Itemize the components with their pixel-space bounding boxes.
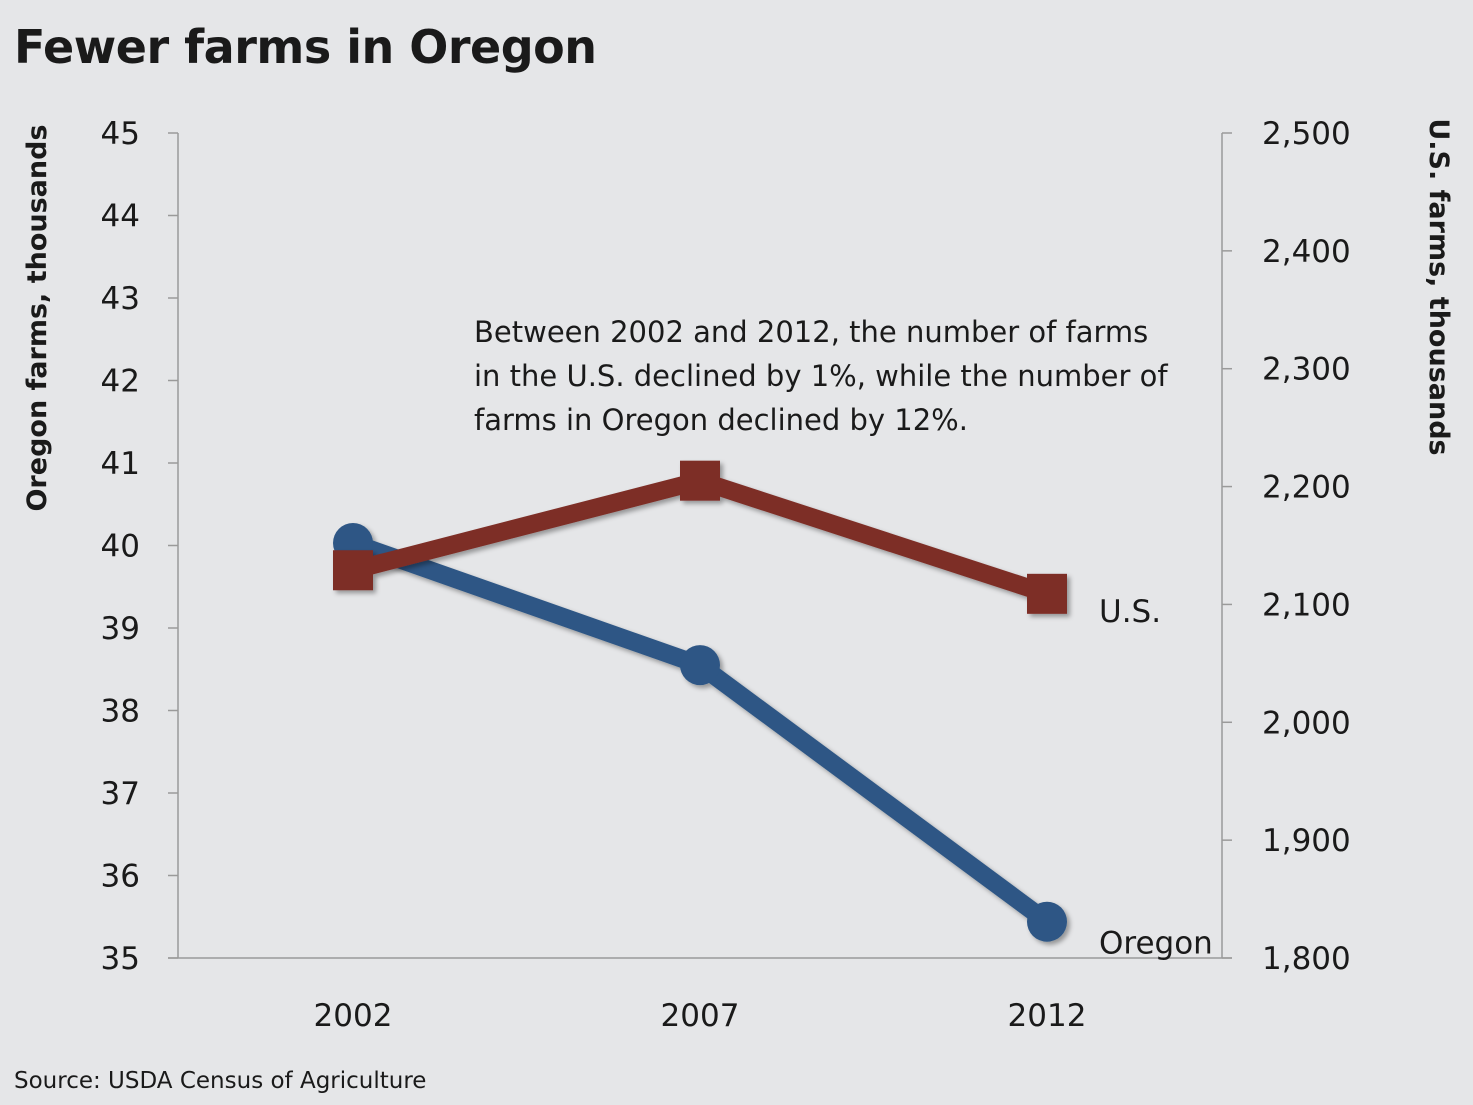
annotation-line: in the U.S. declined by 1%, while the nu…	[474, 359, 1168, 393]
right-axis-label: U.S. farms, thousands	[1423, 118, 1454, 455]
right-tick-label: 1,900	[1262, 823, 1351, 859]
left-tick-label: 38	[101, 694, 140, 730]
series-line	[350, 534, 1053, 929]
left-tick-label: 39	[101, 611, 140, 647]
x-tick-label: 2007	[661, 998, 740, 1034]
annotation-line: farms in Oregon declined by 12%.	[474, 403, 968, 437]
right-tick-label: 1,800	[1262, 941, 1351, 977]
data-point	[1027, 573, 1067, 614]
series-label: Oregon	[1099, 926, 1213, 962]
right-tick-label: 2,000	[1262, 705, 1351, 741]
data-point	[333, 550, 373, 591]
left-tick-label: 35	[101, 941, 140, 977]
right-tick-label: 2,400	[1262, 234, 1351, 270]
left-tick-label: 43	[101, 281, 140, 317]
right-tick-label: 2,500	[1262, 116, 1351, 152]
x-tick-label: 2002	[314, 998, 393, 1034]
series-label: U.S.	[1099, 594, 1161, 630]
source-note: Source: USDA Census of Agriculture	[14, 1068, 427, 1094]
left-tick-label: 45	[101, 116, 140, 152]
x-tick-label: 2012	[1008, 998, 1087, 1034]
data-point	[1027, 901, 1067, 942]
right-tick-label: 2,200	[1262, 470, 1351, 506]
right-tick-label: 2,300	[1262, 352, 1351, 388]
series-oregon	[333, 523, 1067, 942]
left-tick-label: 42	[101, 364, 140, 400]
left-tick-label: 36	[101, 859, 140, 895]
chart-title: Fewer farms in Oregon	[14, 20, 597, 74]
left-tick-label: 44	[101, 199, 140, 235]
series-us	[333, 460, 1067, 614]
data-point	[680, 460, 720, 501]
left-axis-label: Oregon farms, thousands	[22, 124, 53, 511]
annotation-line: Between 2002 and 2012, the number of far…	[474, 315, 1148, 349]
left-tick-label: 37	[101, 776, 140, 812]
right-tick-label: 2,100	[1262, 587, 1351, 623]
left-tick-label: 41	[101, 446, 140, 482]
data-point	[680, 645, 720, 686]
left-tick-label: 40	[101, 529, 140, 565]
